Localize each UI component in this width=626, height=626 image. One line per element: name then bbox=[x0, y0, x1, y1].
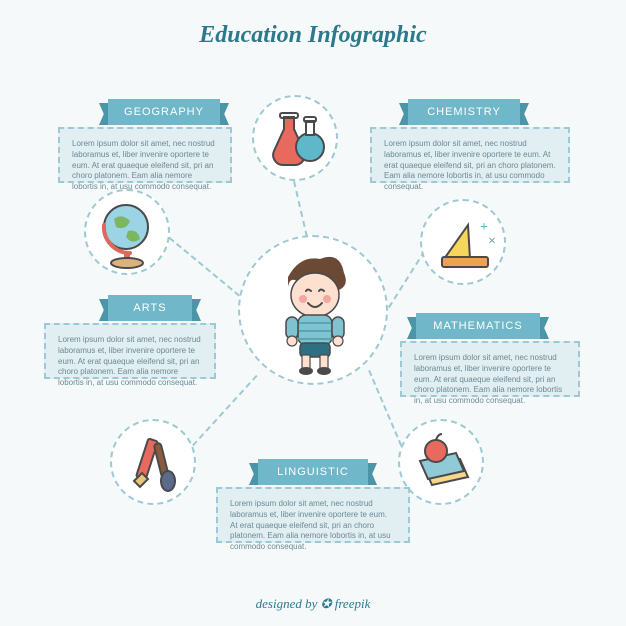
banner-linguistic: LINGUISTIC bbox=[258, 459, 368, 485]
globe-icon bbox=[86, 191, 172, 277]
textbox-chemistry: Lorem ipsum dolor sit amet, nec nostrud … bbox=[370, 127, 570, 183]
center-node bbox=[238, 235, 388, 385]
footer-credit: designed by ✪ freepik bbox=[0, 596, 626, 612]
textbox-arts: Lorem ipsum dolor sit amet, nec nostrud … bbox=[44, 323, 216, 379]
node-mathematics bbox=[398, 419, 484, 505]
child-icon bbox=[240, 237, 390, 387]
pencil-brush-icon bbox=[112, 421, 198, 507]
svg-text:+: + bbox=[480, 220, 488, 235]
node-linguistic bbox=[110, 419, 196, 505]
banner-chemistry: CHEMISTRY bbox=[408, 99, 520, 125]
banner-geography: GEOGRAPHY bbox=[108, 99, 220, 125]
banner-mathematics: MATHEMATICS bbox=[416, 313, 540, 339]
textbox-mathematics: Lorem ipsum dolor sit amet, nec nostrud … bbox=[400, 341, 580, 397]
page-title: Education Infographic bbox=[0, 0, 626, 49]
svg-text:×: × bbox=[488, 234, 496, 249]
infographic-stage: GEOGRAPHYLorem ipsum dolor sit amet, nec… bbox=[0, 55, 626, 580]
node-arts bbox=[84, 189, 170, 275]
apple-books-icon bbox=[400, 421, 486, 507]
textbox-linguistic: Lorem ipsum dolor sit amet, nec nostrud … bbox=[216, 487, 410, 543]
node-geography bbox=[252, 95, 338, 181]
banner-arts: ARTS bbox=[108, 295, 192, 321]
connector-arts bbox=[169, 237, 240, 297]
math-tools-icon: + × bbox=[422, 201, 508, 287]
flasks-icon bbox=[254, 97, 340, 183]
connector-chemistry bbox=[388, 250, 426, 308]
textbox-geography: Lorem ipsum dolor sit amet, nec nostrud … bbox=[58, 127, 232, 183]
connector-geography bbox=[293, 181, 308, 237]
node-chemistry: + × bbox=[420, 199, 506, 285]
